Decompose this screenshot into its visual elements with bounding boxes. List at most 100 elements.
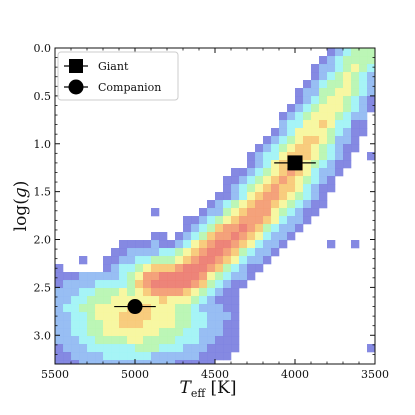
heatmap-cell [175, 248, 184, 257]
heatmap-cell [295, 224, 304, 233]
heatmap-cell [231, 240, 240, 249]
heatmap-cell [223, 232, 232, 241]
heatmap-cell [151, 328, 160, 337]
x-tick-label: 4500 [201, 368, 229, 381]
heatmap-cell [199, 216, 208, 225]
heatmap-cell [223, 344, 232, 353]
heatmap-cell [207, 288, 216, 297]
heatmap-cell [351, 128, 360, 137]
heatmap-cell [207, 336, 216, 345]
heatmap-cell [367, 344, 375, 353]
heatmap-cell [351, 144, 360, 153]
heatmap-cell [175, 256, 184, 265]
heatmap-cell [71, 280, 80, 289]
heatmap-cell [159, 304, 168, 313]
heatmap-cell [359, 128, 368, 137]
heatmap-cell [287, 128, 296, 137]
heatmap-cell [335, 96, 344, 105]
heatmap-cell [183, 216, 192, 225]
heatmap-cell [215, 264, 224, 273]
heatmap-cell [207, 264, 216, 273]
heatmap-cell [127, 352, 136, 361]
heatmap-cell [143, 320, 152, 329]
heatmap-cell [103, 336, 112, 345]
heatmap-cell [199, 336, 208, 345]
heatmap-cell [87, 320, 96, 329]
heatmap-cell [215, 232, 224, 241]
heatmap-cell [95, 352, 104, 361]
heatmap-cell [175, 344, 184, 353]
heatmap-cell [143, 336, 152, 345]
heatmap-cell [135, 240, 144, 249]
heatmap-cell [303, 80, 312, 89]
heatmap-cell [343, 96, 352, 105]
heatmap-cell [199, 344, 208, 353]
heatmap-cell [199, 272, 208, 281]
heatmap-cell [215, 216, 224, 225]
heatmap-cell [207, 240, 216, 249]
heatmap-cell [271, 208, 280, 217]
heatmap-cell [87, 312, 96, 321]
heatmap-cell [111, 264, 120, 273]
heatmap-cell [271, 152, 280, 161]
heatmap-cell [351, 72, 360, 81]
y-tick-label: 2.5 [34, 281, 52, 294]
heatmap-cell [327, 96, 336, 105]
heatmap-cell [159, 232, 168, 241]
heatmap-cell [351, 80, 360, 89]
heatmap-cell [255, 248, 264, 257]
heatmap-cell [359, 64, 368, 73]
heatmap-cell [295, 128, 304, 137]
heatmap-cell [263, 160, 272, 169]
heatmap-cell [335, 136, 344, 145]
heatmap-cell [183, 272, 192, 281]
heatmap-cell [135, 248, 144, 257]
heatmap-cell [55, 336, 64, 345]
heatmap-cell [55, 352, 64, 361]
heatmap-cell [55, 360, 64, 364]
heatmap-cell [87, 296, 96, 305]
heatmap-cell [247, 176, 256, 185]
heatmap-cell [295, 112, 304, 121]
heatmap-cell [111, 288, 120, 297]
heatmap-cell [175, 320, 184, 329]
heatmap-cell [295, 96, 304, 105]
heatmap-cell [359, 88, 368, 97]
heatmap-cell [103, 272, 112, 281]
heatmap-cell [175, 304, 184, 313]
heatmap-cell [55, 288, 64, 297]
heatmap-cell [127, 360, 136, 364]
heatmap-cell [303, 200, 312, 209]
heatmap-cell [87, 352, 96, 361]
heatmap-cell [175, 296, 184, 305]
heatmap-cell [199, 256, 208, 265]
legend-companion-label: Companion [98, 81, 161, 94]
heatmap-cell [303, 96, 312, 105]
heatmap-cell [151, 208, 160, 217]
heatmap-cell [215, 320, 224, 329]
heatmap-cell [71, 296, 80, 305]
heatmap-cell [295, 176, 304, 185]
heatmap-cell [271, 144, 280, 153]
heatmap-cell [103, 344, 112, 353]
heatmap-cell [79, 272, 88, 281]
heatmap-cell [223, 176, 232, 185]
heatmap-cell [199, 280, 208, 289]
heatmap-cell [119, 240, 128, 249]
heatmap-cell [71, 272, 80, 281]
heatmap-cell [359, 104, 368, 113]
heatmap-cell [271, 184, 280, 193]
heatmap-cell [279, 160, 288, 169]
heatmap-cell [143, 360, 152, 364]
heatmap-cell [167, 344, 176, 353]
heatmap-cell [135, 288, 144, 297]
heatmap-cell [287, 168, 296, 177]
heatmap-cell [183, 344, 192, 353]
heatmap-cell [79, 304, 88, 313]
heatmap-cell [55, 328, 64, 337]
heatmap-cell [183, 240, 192, 249]
heatmap-cell [231, 248, 240, 257]
heatmap-cell [95, 304, 104, 313]
heatmap-cell [295, 216, 304, 225]
heatmap-cell [63, 320, 72, 329]
